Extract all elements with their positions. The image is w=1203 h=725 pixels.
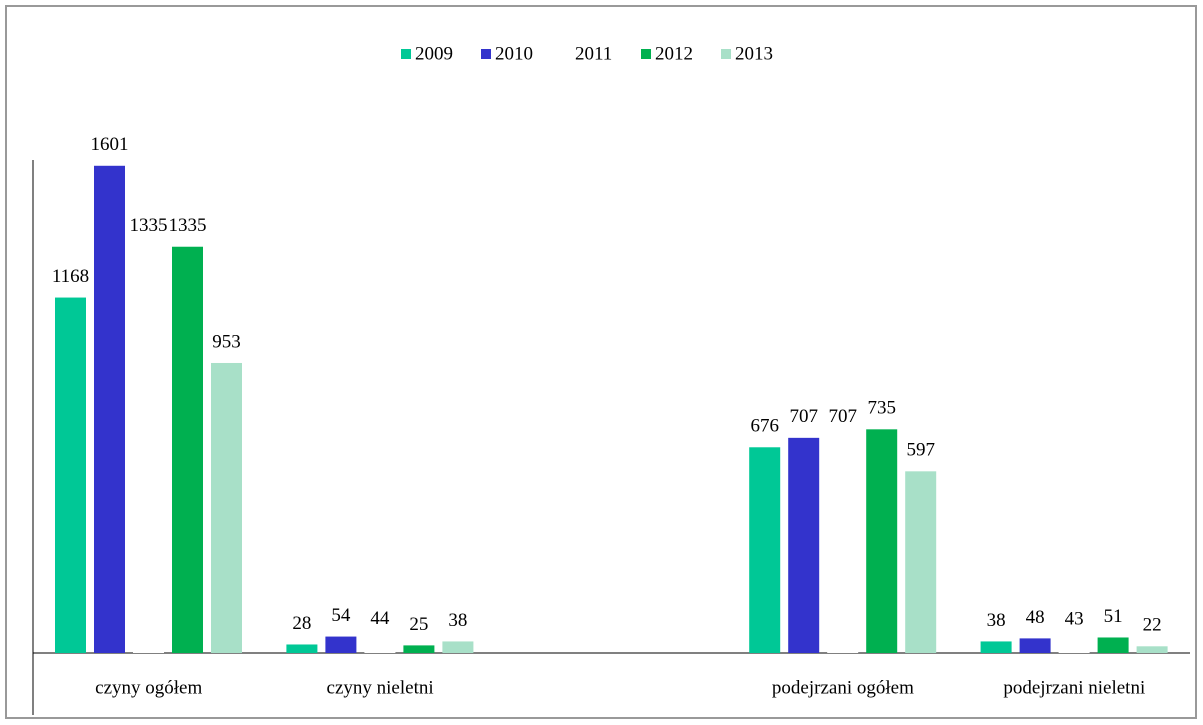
x-tick-label: podejrzani nieletni [1003,677,1145,698]
value-label: 735 [867,398,896,419]
bar [749,447,781,653]
value-label: 28 [292,613,311,634]
value-label: 38 [448,610,467,631]
legend-label: 2013 [735,43,773,64]
x-tick-label: czyny nieletni [327,677,434,698]
bar [211,362,242,653]
bar [827,437,859,653]
value-label: 1335 [169,215,207,236]
legend-swatch [721,49,731,59]
legend-swatch [561,49,571,59]
bar [905,471,937,653]
value-label: 1168 [52,266,89,287]
value-label: 597 [906,440,935,461]
chart-border [5,5,1197,719]
value-label: 707 [828,406,857,427]
bar [1136,646,1168,653]
value-label: 38 [987,610,1006,631]
bar [364,639,396,653]
value-label: 707 [789,406,818,427]
bar [1019,638,1051,653]
value-label: 48 [1026,607,1045,628]
legend-label: 2011 [575,43,612,64]
bar [286,644,318,653]
value-label: 676 [750,416,779,437]
value-label: 1601 [91,134,129,155]
legend-swatch [641,49,651,59]
value-label: 25 [409,614,428,635]
x-tick-label: czyny ogółem [95,677,202,698]
bar [325,636,357,653]
legend-label: 2010 [495,43,533,64]
bar [55,297,86,653]
legend-label: 2009 [415,43,453,64]
bar [788,437,820,653]
value-label: 953 [212,331,241,352]
x-tick-label: podejrzani ogółem [772,677,914,698]
bar [1058,639,1090,653]
legend-swatch [481,49,491,59]
bar [1097,637,1129,653]
value-label: 54 [331,605,351,626]
legend-swatch [401,49,411,59]
value-label: 51 [1104,606,1123,627]
value-label: 44 [370,608,390,629]
legend-label: 2012 [655,43,693,64]
bar [172,246,203,653]
bar [980,641,1012,653]
bar [94,165,125,653]
bar [866,429,898,653]
bar [403,645,435,653]
value-label: 1335 [130,215,168,236]
bar [442,641,474,653]
value-label: 22 [1143,615,1162,636]
bar [133,246,164,653]
value-label: 43 [1065,608,1084,629]
